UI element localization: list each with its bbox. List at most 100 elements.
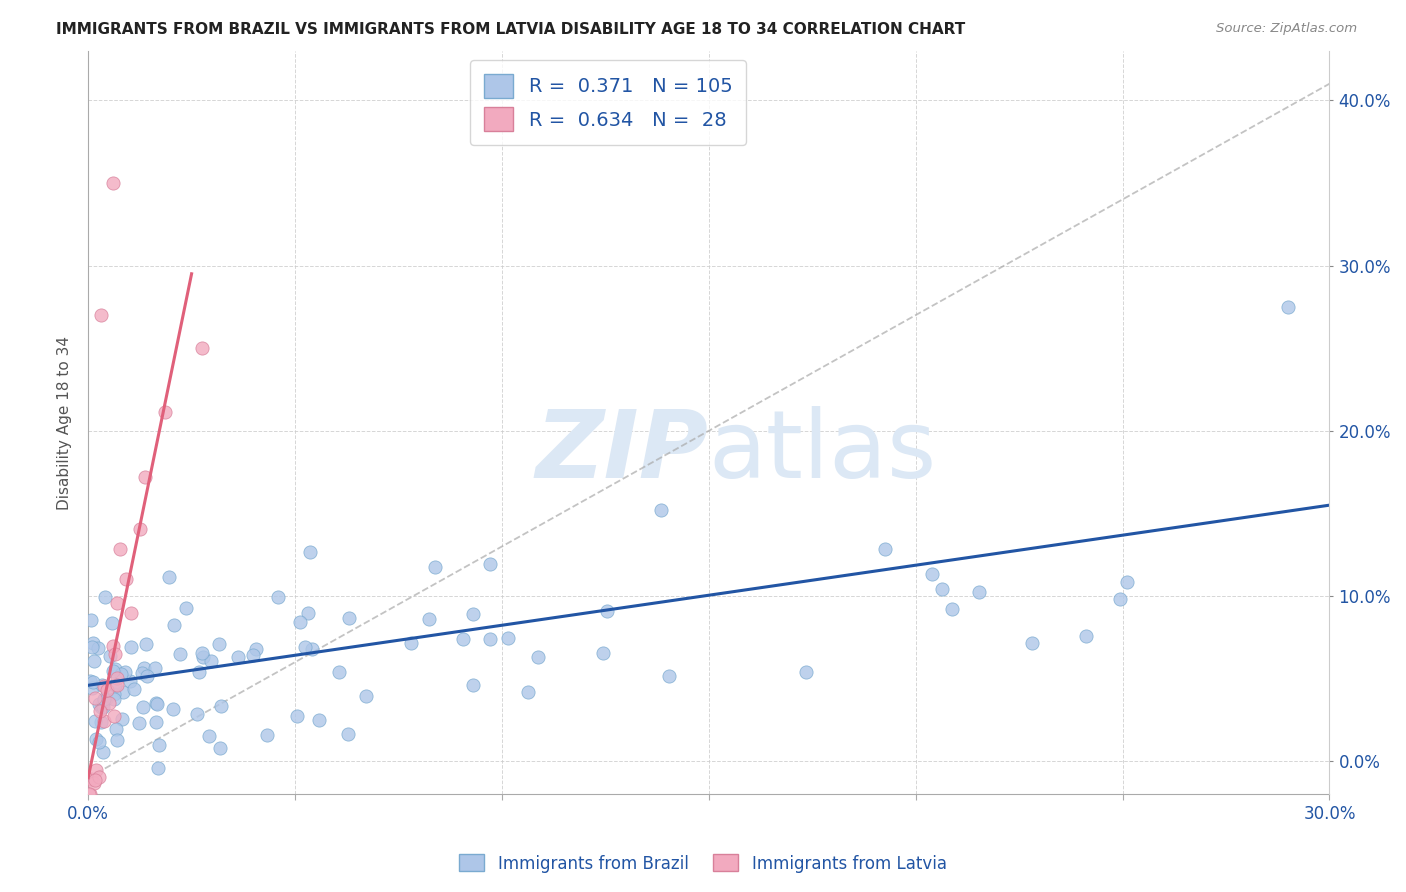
Point bbox=[931, 582, 953, 596]
Point bbox=[650, 502, 672, 516]
Point bbox=[80, 772, 103, 786]
Point bbox=[245, 641, 267, 656]
Point bbox=[143, 660, 166, 674]
Point bbox=[198, 729, 221, 743]
Point bbox=[103, 709, 125, 723]
Point bbox=[120, 674, 142, 689]
Point bbox=[112, 685, 135, 699]
Point bbox=[107, 732, 129, 747]
Point bbox=[91, 678, 114, 692]
Point bbox=[86, 763, 108, 777]
Point bbox=[80, 613, 103, 627]
Point bbox=[163, 618, 186, 632]
Point bbox=[498, 631, 520, 645]
Point bbox=[453, 632, 475, 646]
Point bbox=[103, 640, 125, 654]
Point bbox=[101, 664, 124, 678]
Point bbox=[83, 776, 105, 790]
Point bbox=[129, 522, 152, 536]
Point bbox=[104, 677, 127, 691]
Point bbox=[114, 572, 136, 586]
Point bbox=[174, 601, 197, 615]
Point bbox=[114, 665, 136, 679]
Legend: R =  0.371   N = 105, R =  0.634   N =  28: R = 0.371 N = 105, R = 0.634 N = 28 bbox=[470, 61, 747, 145]
Point bbox=[191, 341, 214, 355]
Point bbox=[120, 607, 142, 621]
Point bbox=[80, 640, 103, 655]
Point bbox=[120, 640, 142, 654]
Point bbox=[89, 704, 111, 718]
Point bbox=[84, 714, 107, 728]
Point bbox=[110, 541, 132, 556]
Point bbox=[105, 596, 128, 610]
Point bbox=[110, 666, 132, 681]
Point bbox=[226, 650, 249, 665]
Point bbox=[921, 566, 943, 581]
Point bbox=[1021, 636, 1043, 650]
Point bbox=[79, 788, 101, 802]
Point bbox=[153, 405, 176, 419]
Point bbox=[145, 714, 167, 729]
Point bbox=[328, 665, 350, 680]
Point bbox=[90, 714, 112, 729]
Point bbox=[356, 689, 378, 703]
Point bbox=[337, 611, 360, 625]
Point bbox=[94, 692, 117, 706]
Text: Source: ZipAtlas.com: Source: ZipAtlas.com bbox=[1216, 22, 1357, 36]
Point bbox=[298, 545, 321, 559]
Point bbox=[294, 640, 316, 655]
Point bbox=[135, 637, 157, 651]
Point bbox=[146, 761, 169, 775]
Point bbox=[794, 665, 817, 680]
Point bbox=[82, 635, 104, 649]
Point bbox=[461, 607, 484, 621]
Point bbox=[87, 770, 110, 784]
Point bbox=[82, 675, 104, 690]
Point bbox=[200, 654, 222, 668]
Point bbox=[132, 699, 155, 714]
Point bbox=[93, 714, 115, 729]
Point bbox=[337, 727, 360, 741]
Point bbox=[101, 176, 124, 190]
Point bbox=[169, 647, 191, 661]
Point bbox=[84, 731, 107, 746]
Point bbox=[84, 773, 107, 788]
Point bbox=[89, 697, 111, 711]
Point bbox=[103, 687, 125, 701]
Point bbox=[1116, 575, 1139, 590]
Point bbox=[479, 632, 502, 646]
Point bbox=[592, 646, 614, 660]
Point bbox=[145, 697, 167, 711]
Text: atlas: atlas bbox=[709, 406, 936, 499]
Point bbox=[301, 642, 323, 657]
Point bbox=[131, 665, 153, 680]
Point bbox=[423, 560, 446, 574]
Point bbox=[111, 713, 134, 727]
Point bbox=[103, 692, 125, 706]
Legend: Immigrants from Brazil, Immigrants from Latvia: Immigrants from Brazil, Immigrants from … bbox=[453, 847, 953, 880]
Point bbox=[91, 745, 114, 759]
Y-axis label: Disability Age 18 to 34: Disability Age 18 to 34 bbox=[58, 335, 72, 509]
Text: ZIP: ZIP bbox=[536, 406, 709, 499]
Point bbox=[596, 604, 619, 618]
Point bbox=[527, 650, 550, 665]
Point bbox=[969, 585, 991, 599]
Point bbox=[191, 649, 214, 664]
Point bbox=[105, 678, 128, 692]
Point bbox=[79, 788, 101, 802]
Point bbox=[148, 738, 170, 752]
Point bbox=[90, 700, 112, 714]
Point bbox=[84, 691, 107, 706]
Point bbox=[122, 681, 145, 696]
Point bbox=[100, 649, 122, 664]
Point bbox=[157, 570, 180, 584]
Point bbox=[256, 728, 278, 742]
Point bbox=[208, 741, 231, 756]
Point bbox=[285, 709, 308, 723]
Point bbox=[132, 661, 155, 675]
Point bbox=[104, 722, 127, 736]
Point bbox=[658, 669, 681, 683]
Point bbox=[90, 308, 112, 322]
Point bbox=[80, 681, 103, 696]
Point bbox=[297, 606, 319, 620]
